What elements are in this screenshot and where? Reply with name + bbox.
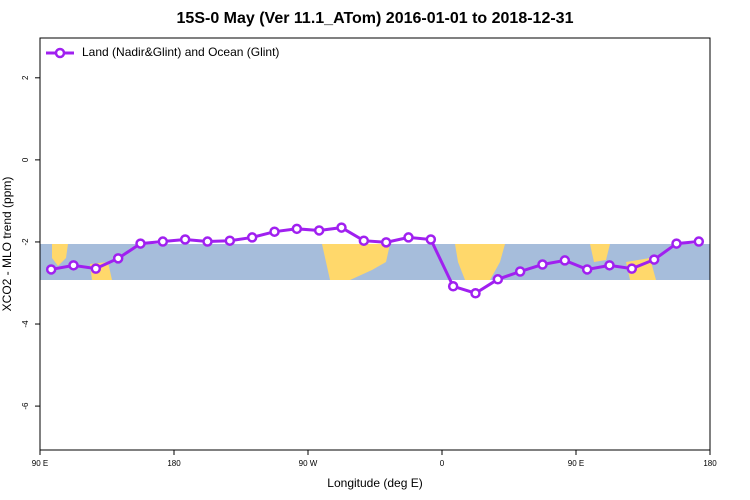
x-tick-label: 0: [440, 459, 445, 468]
data-point: [358, 235, 370, 246]
plot-frame: [39, 37, 711, 451]
data-point: [246, 232, 258, 243]
y-axis-label: XCO2 - MLO trend (ppm): [0, 177, 14, 312]
data-point: [648, 254, 660, 265]
chart-title: 15S-0 May (Ver 11.1_ATom) 2016-01-01 to …: [177, 10, 574, 27]
data-point: [224, 235, 236, 246]
legend-marker: [54, 47, 66, 59]
data-point: [425, 234, 437, 245]
data-point: [447, 281, 459, 292]
data-point: [626, 263, 638, 274]
y-tick-label: 0: [21, 157, 30, 162]
data-point: [336, 222, 347, 233]
x-tick-label: 180: [703, 459, 717, 468]
x-tick-label: 90 E: [568, 459, 584, 468]
data-point: [202, 236, 213, 247]
y-tick-label: -4: [21, 320, 30, 328]
data-point: [671, 238, 682, 249]
data-point: [537, 259, 548, 270]
x-tick-label: 90 E: [32, 459, 48, 468]
data-point: [269, 226, 280, 237]
data-point: [313, 225, 325, 236]
data-point: [693, 236, 705, 247]
y-tick-label: -2: [21, 238, 30, 246]
data-point: [45, 264, 57, 275]
data-point: [135, 238, 146, 249]
data-point: [403, 232, 414, 243]
data-point: [68, 260, 79, 271]
data-point: [581, 264, 593, 275]
x-tick-label: 90 W: [299, 459, 318, 468]
data-point: [559, 255, 571, 266]
x-tick-label: 180: [167, 459, 181, 468]
data-point: [604, 260, 615, 271]
data-point: [157, 236, 169, 247]
data-point: [179, 234, 191, 245]
data-point: [514, 266, 526, 277]
legend-label: Land (Nadir&Glint) and Ocean (Glint): [82, 45, 279, 59]
map-background: [40, 244, 710, 280]
data-point: [492, 274, 504, 285]
data-point: [470, 287, 481, 299]
y-tick-label: 2: [21, 75, 30, 80]
x-axis-label: Longitude (deg E): [327, 476, 422, 490]
data-point: [291, 223, 303, 235]
data-point: [112, 253, 124, 264]
data-point: [90, 263, 102, 274]
data-point: [380, 237, 392, 248]
y-tick-label: -6: [21, 402, 30, 410]
